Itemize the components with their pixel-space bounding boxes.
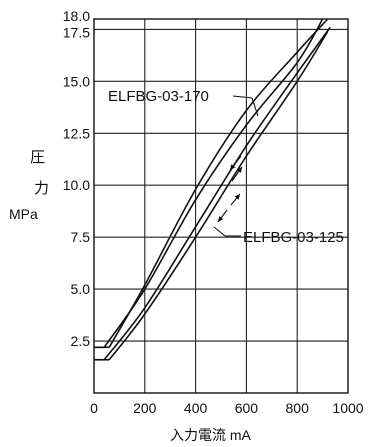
x-tick-label: 0 (90, 400, 98, 416)
hysteresis-arrows (217, 155, 243, 223)
y-tick-label: 2.5 (71, 333, 91, 349)
y-axis-label-line-2: 力 (34, 179, 49, 197)
y-tick-label: 7.5 (71, 229, 91, 245)
hysteresis-arrow-head (236, 167, 242, 173)
x-tick-labels: 0 200 400 600 800 1000 (90, 400, 364, 416)
x-tick-label: 200 (133, 400, 157, 416)
x-tick-label: 400 (184, 400, 208, 416)
y-tick-label: 12.5 (63, 125, 90, 141)
y-tick-label: 17.5 (63, 24, 90, 40)
y-tick-label: 5.0 (71, 281, 91, 297)
x-tick-label: 1000 (332, 400, 363, 416)
grid (94, 19, 348, 393)
annotation-elfbg-03-170: ELFBG-03-170 (108, 88, 209, 105)
hysteresis-arrow-head (218, 216, 224, 222)
hysteresis-arrow-head (234, 194, 240, 200)
annotation-elfbg-03-125: ELFBG-03-125 (243, 229, 344, 246)
series-line-upper_pair (108, 18, 329, 348)
y-axis-label-line-1: 圧 (30, 148, 45, 166)
series-line-lower_pair (103, 26, 331, 361)
y-axis-label-line-3: MPa (9, 206, 38, 222)
series-line-lower_pair (108, 31, 329, 361)
y-tick-label: 10.0 (63, 177, 90, 193)
hysteresis-arrow-head (230, 164, 236, 170)
y-tick-label: 18.0 (63, 8, 90, 24)
series-line-upper_pair (103, 18, 324, 348)
y-tick-labels: 2.5 5.0 7.5 10.0 12.5 15.0 17.518.0 (63, 8, 90, 349)
x-tick-label: 800 (286, 400, 310, 416)
plot-frame (93, 18, 349, 394)
leader-line-170 (251, 97, 259, 117)
x-tick-label: 600 (235, 400, 259, 416)
leader-line-170 (232, 95, 253, 99)
series-layer (94, 18, 331, 361)
annotation-leaders (213, 95, 259, 237)
leader-line-125 (213, 226, 226, 237)
y-tick-label: 15.0 (63, 73, 90, 89)
x-axis-label: 入力電流 mA (170, 427, 252, 443)
